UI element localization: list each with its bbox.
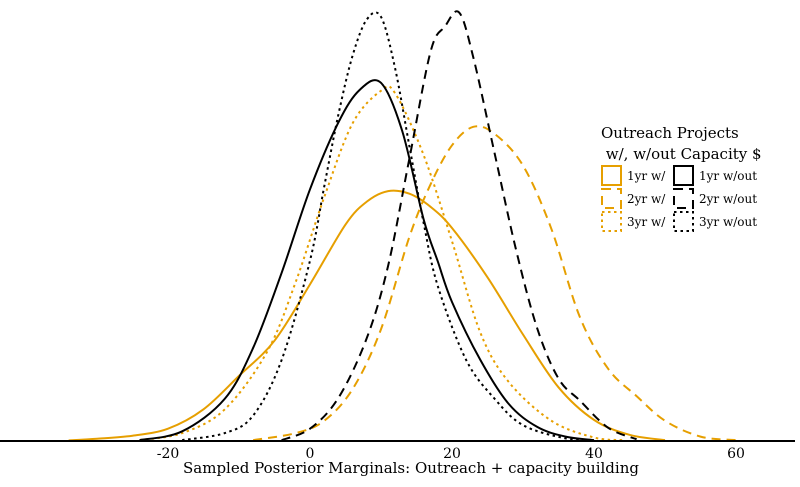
series-lines [68,10,737,442]
legend-key-1yr-w [601,165,622,186]
legend-item-1yr-w-out: 1yr w/out [673,165,757,186]
series-line-2yr-w-out [281,10,637,442]
legend-key-2yr-w [601,188,622,209]
legend-item-2yr-w-out: 2yr w/out [673,188,757,209]
legend-label-1yr-w: 1yr w/ [627,169,666,183]
series-line-2yr-w [253,125,737,442]
legend-title-line-1: Outreach Projects [601,124,739,142]
series-line-3yr-w-out [182,11,595,442]
legend-key-3yr-w [601,211,622,232]
legend-key-2yr-w-out [673,188,694,209]
x-tick-label: 40 [585,446,603,462]
legend-label-2yr-w-out: 2yr w/out [699,192,757,206]
legend-key-3yr-w-out [673,211,694,232]
legend-title-line-2: w/, w/out Capacity $ [601,145,762,163]
legend-items: 1yr w/2yr w/3yr w/1yr w/out 2yr w/out 3yr … [601,165,757,232]
series-line-3yr-w [139,85,623,442]
x-tick-label: 0 [306,446,315,462]
series-line-1yr-w-out [139,79,595,442]
legend-label-1yr-w-out: 1yr w/out [699,169,757,183]
legend-key-1yr-w-out [673,165,694,186]
x-axis-label: Sampled Posterior Marginals: Outreach + … [183,459,639,477]
x-tick-label: 20 [443,446,461,462]
x-axis-ticks: -20 0 20 40 60 [157,446,745,462]
legend-label-3yr-w-out: 3yr w/out [699,215,757,229]
legend-item-3yr-w-out: 3yr w/out [673,211,757,232]
x-tick-label: 60 [727,446,745,462]
x-tick-label: -20 [157,446,180,462]
legend-label-2yr-w: 2yr w/ [627,192,666,206]
series-line-1yr-w [68,189,666,442]
legend: Outreach Projects w/, w/out Capacity $ 1… [601,124,762,232]
legend-item-2yr-w: 2yr w/ [601,188,666,209]
legend-label-3yr-w: 3yr w/ [627,215,666,229]
legend-item-3yr-w: 3yr w/ [601,211,666,232]
legend-item-1yr-w: 1yr w/ [601,165,666,186]
